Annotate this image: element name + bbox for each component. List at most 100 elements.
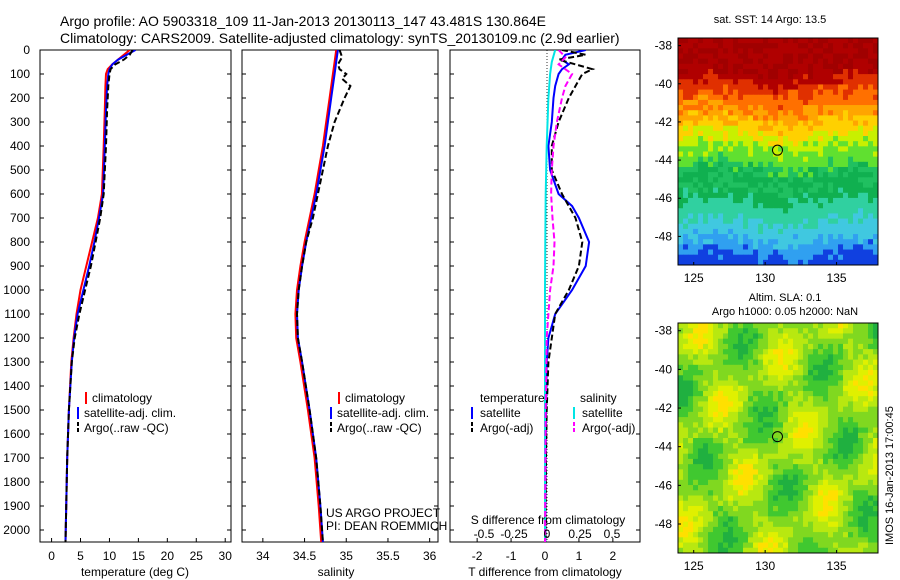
- map-cell: [723, 479, 729, 486]
- x-tick-label: 10: [103, 549, 117, 563]
- map-cell: [763, 172, 769, 178]
- map-cell: [798, 89, 804, 96]
- map-cell: [863, 130, 869, 137]
- map-cell: [708, 521, 714, 528]
- map-cell: [763, 177, 769, 183]
- map-cell: [818, 432, 824, 439]
- map-cell: [788, 443, 794, 449]
- map-cell: [698, 474, 704, 481]
- map-cell: [863, 370, 869, 376]
- map-cell: [678, 417, 684, 423]
- map-cell: [678, 68, 684, 75]
- map-cell: [873, 427, 879, 434]
- map-cell: [768, 464, 774, 470]
- map-cell: [743, 63, 749, 70]
- map-cell: [743, 349, 749, 355]
- map-cell: [738, 526, 744, 533]
- map-cell: [693, 458, 699, 465]
- map-cell: [698, 370, 704, 376]
- map-cell: [793, 58, 799, 65]
- map-cell: [698, 146, 704, 152]
- map-cell: [698, 172, 704, 178]
- map-cell: [758, 254, 764, 261]
- map-cell: [758, 490, 764, 496]
- map-cell: [758, 53, 764, 60]
- map-cell: [703, 166, 709, 173]
- map-cell: [768, 125, 774, 132]
- map-cell: [743, 375, 749, 381]
- map-cell: [838, 390, 844, 397]
- map-cell: [783, 38, 789, 44]
- map-cell: [728, 172, 734, 178]
- map-cell: [728, 495, 734, 502]
- map-cell: [758, 94, 764, 101]
- map-cell: [798, 146, 804, 152]
- map-cell: [808, 479, 814, 486]
- map-cell: [848, 343, 854, 350]
- map-cell: [848, 79, 854, 85]
- map-cell: [813, 526, 819, 533]
- map-cell: [858, 192, 864, 199]
- map-cell: [873, 120, 879, 127]
- map-cell: [763, 343, 769, 350]
- map-cell: [738, 244, 744, 250]
- map-cell: [838, 438, 844, 444]
- map-cell: [843, 58, 849, 65]
- map-cell: [678, 364, 684, 371]
- map-cell: [733, 136, 739, 142]
- map-cell: [713, 547, 719, 554]
- map-cell: [873, 172, 879, 178]
- map-cell: [758, 532, 764, 538]
- map-cell: [753, 485, 759, 491]
- map-cell: [768, 105, 774, 111]
- map-cell: [763, 192, 769, 199]
- pi-label: PI: DEAN ROEMMICH: [326, 519, 447, 533]
- map-cell: [828, 532, 834, 538]
- map-cell: [783, 146, 789, 152]
- map-cell: [818, 172, 824, 178]
- map-cell: [808, 438, 814, 444]
- map-cell: [738, 197, 744, 204]
- map-cell: [788, 333, 794, 340]
- map-cell: [803, 547, 809, 554]
- map-cell: [848, 448, 854, 455]
- map-cell: [703, 172, 709, 178]
- map-cell: [793, 343, 799, 350]
- map-cell: [853, 547, 859, 554]
- map-cell: [748, 259, 754, 266]
- map-cell: [718, 359, 724, 366]
- map-cell: [728, 375, 734, 381]
- map-cell: [848, 532, 854, 538]
- map-cell: [733, 427, 739, 434]
- map-cell: [723, 490, 729, 496]
- map-cell: [753, 422, 759, 428]
- map-cell: [733, 249, 739, 256]
- map-cell: [718, 511, 724, 517]
- map-cell: [683, 547, 689, 554]
- map-cell: [683, 453, 689, 460]
- map-cell: [768, 458, 774, 465]
- map-cell: [748, 84, 754, 90]
- map-cell: [858, 349, 864, 355]
- map-cell: [823, 63, 829, 70]
- map-cell: [703, 380, 709, 387]
- map-cell: [738, 182, 744, 189]
- map-cell: [748, 99, 754, 106]
- map-cell: [868, 490, 874, 496]
- map-cell: [743, 218, 749, 225]
- map-cell: [698, 427, 704, 434]
- map-cell: [713, 495, 719, 502]
- map-cell: [778, 234, 784, 240]
- map-cell: [763, 521, 769, 528]
- map-cell: [728, 401, 734, 408]
- map-cell: [733, 182, 739, 189]
- map-cell: [868, 182, 874, 189]
- map-cell: [743, 228, 749, 235]
- map-cell: [708, 464, 714, 470]
- map-cell: [858, 401, 864, 408]
- map-cell: [683, 74, 689, 80]
- map-cell: [713, 156, 719, 163]
- map-cell: [688, 192, 694, 199]
- map-cell: [778, 338, 784, 345]
- map-cell: [858, 385, 864, 392]
